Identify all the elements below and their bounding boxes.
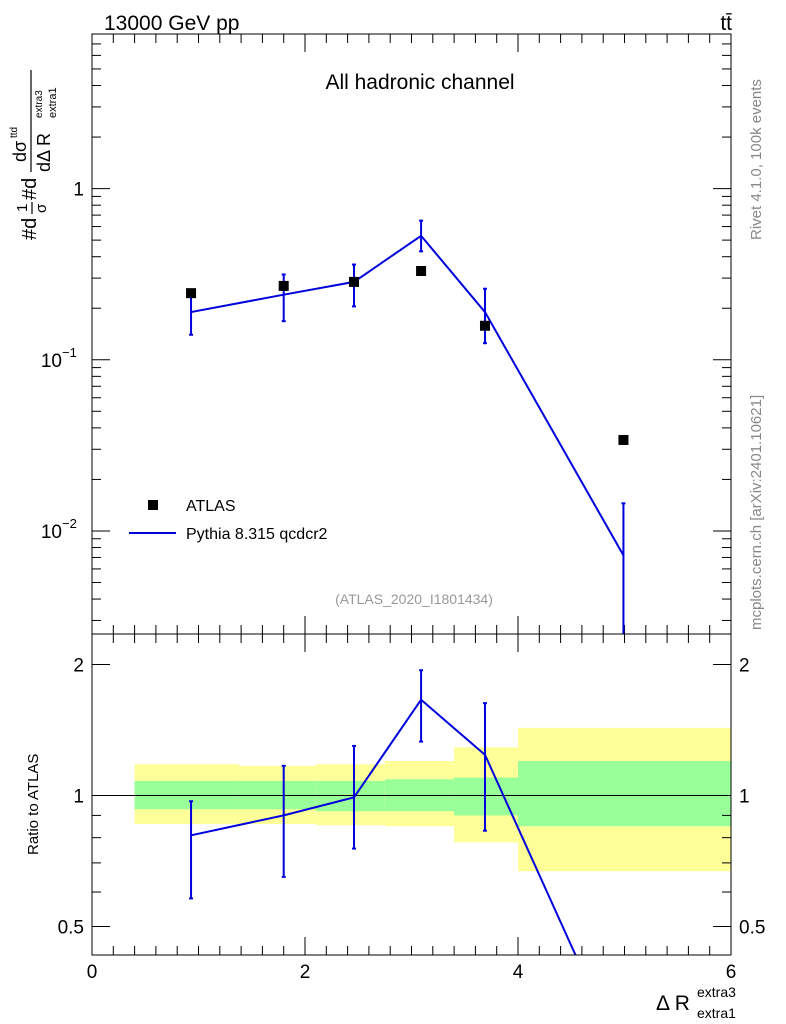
main-axis-ticks	[91, 33, 732, 634]
process-label: tt̄	[720, 12, 732, 35]
ylabel-frac2-den-sup: extra3	[34, 90, 45, 118]
ylabel-frac2-den: dΔ R	[34, 133, 54, 172]
ratio-ytick-label-left: 1	[73, 786, 84, 807]
ylabel-frac1-den: σ	[33, 203, 50, 213]
ratio-ytick-label-left: 2	[73, 655, 84, 676]
ratio-data-marks	[189, 669, 577, 956]
analysis-id: (ATLAS_2020_I1801434)	[335, 591, 493, 607]
ratio-line	[190, 698, 577, 956]
atlas-data-point	[416, 266, 427, 277]
atlas-data-point	[618, 434, 629, 445]
x-axis-label: Δ R extra3 extra1	[656, 984, 736, 1021]
main-ylabel: #d 1 σ #d dσ ttd dΔ R extra1 extra3	[9, 70, 59, 240]
ratio-axis-ticks	[91, 634, 732, 955]
ratio-band-inner	[454, 777, 518, 816]
legend-label-pythia: Pythia 8.315 qcdcr2	[186, 526, 328, 543]
xtick-label: 2	[300, 962, 311, 983]
ylabel-mid: #d	[19, 178, 41, 200]
xlabel-base: Δ R	[656, 992, 690, 1015]
ratio-ytick-label-right: 1	[739, 786, 750, 807]
legend: ATLAS Pythia 8.315 qcdcr2	[129, 498, 328, 543]
legend-label-atlas: ATLAS	[186, 498, 236, 515]
mc-line	[190, 234, 625, 556]
ratio-tick-labels: 0.5 0.5 1 1 2 2 0 2 4 6	[58, 655, 766, 983]
xtick-label: 4	[513, 962, 524, 983]
ratio-ytick-label-left: 0.5	[58, 917, 84, 938]
xtick-label: 0	[87, 962, 98, 983]
rivet-label: Rivet 4.1.0, 100k events	[748, 79, 765, 240]
main-panel: 110−110−2 All hadronic channel (ATLAS_20…	[9, 33, 732, 635]
ratio-uncertainty-bands	[134, 727, 731, 872]
atlas-data-point	[479, 320, 490, 331]
main-ytick-exponent: −1	[62, 345, 77, 360]
main-ytick-labels: 110−110−2	[41, 180, 84, 543]
ratio-ytick-label-right: 2	[739, 655, 750, 676]
main-plot-frame	[91, 33, 732, 635]
ylabel-frac2-num: dσ	[10, 141, 30, 162]
ratio-band-inner	[315, 780, 385, 812]
ratio-panel: 0.5 0.5 1 1 2 2 0 2 4 6 Ratio to ATLAS Δ R extra3…	[25, 633, 766, 1021]
atlas-data-point	[186, 288, 197, 299]
legend-marker-atlas	[148, 500, 158, 510]
ylabel-frac2-den-sub: extra1	[47, 87, 59, 118]
energy-label: 13000 GeV pp	[104, 12, 239, 35]
mcplots-label: mcplots.cern.ch [arXiv:2401.10621]	[748, 395, 765, 630]
main-ytick-label: 10	[41, 351, 62, 372]
ratio-ytick-label-right: 0.5	[739, 917, 765, 938]
ylabel-frac1-num: 1	[14, 204, 31, 212]
main-ytick-exponent: −2	[62, 516, 77, 531]
svg-text:#d: #d	[19, 218, 41, 240]
atlas-data-point	[278, 280, 289, 291]
xlabel-sup: extra3	[697, 984, 736, 1000]
xlabel-sub: extra1	[697, 1005, 736, 1021]
main-data-marks	[186, 219, 629, 634]
ratio-band-inner	[518, 761, 731, 827]
ratio-ylabel: Ratio to ATLAS	[25, 754, 42, 855]
main-ytick-label: 1	[73, 180, 84, 201]
xtick-label: 6	[726, 962, 737, 983]
main-ytick-label: 10	[41, 522, 62, 543]
ylabel-frac2-num-sup: ttd	[9, 127, 20, 138]
ylabel-prefix: #d	[19, 218, 41, 240]
atlas-data-point	[348, 276, 359, 287]
plot-title: All hadronic channel	[325, 71, 514, 94]
